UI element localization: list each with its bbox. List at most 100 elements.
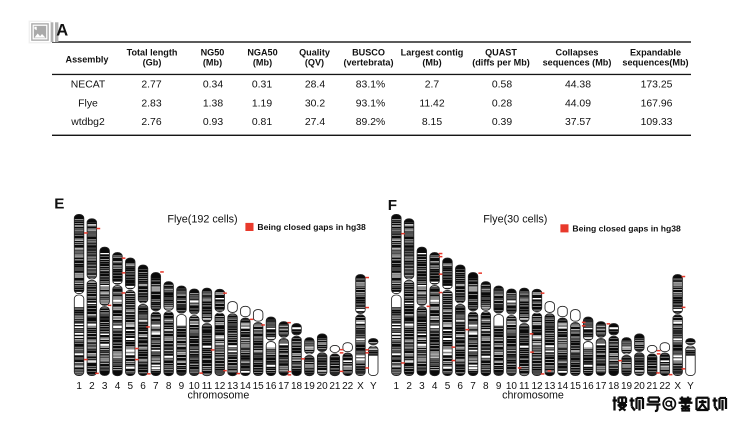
svg-text:2: 2: [406, 381, 412, 392]
svg-text:4: 4: [432, 381, 438, 392]
svg-text:6: 6: [140, 381, 146, 392]
svg-text:wtdbg2: wtdbg2: [70, 117, 105, 128]
svg-text:Assembly: Assembly: [66, 54, 110, 64]
svg-text:(diffs per Mb): (diffs per Mb): [472, 58, 530, 68]
svg-text:13: 13: [544, 381, 556, 392]
svg-text:44.09: 44.09: [565, 98, 591, 109]
svg-text:21: 21: [647, 381, 659, 392]
svg-text:Quality: Quality: [299, 47, 331, 57]
svg-text:2: 2: [89, 381, 95, 392]
svg-text:2.83: 2.83: [141, 98, 161, 109]
svg-text:0.28: 0.28: [492, 98, 512, 109]
svg-text:14: 14: [557, 381, 569, 392]
svg-text:19: 19: [621, 381, 633, 392]
svg-text:16: 16: [265, 381, 277, 392]
svg-text:109.33: 109.33: [641, 117, 673, 128]
svg-text:Flye: Flye: [78, 98, 98, 109]
svg-text:0.31: 0.31: [252, 80, 272, 91]
svg-text:10: 10: [189, 381, 201, 392]
svg-text:Y: Y: [370, 381, 377, 392]
svg-text:22: 22: [342, 381, 354, 392]
svg-text:11.42: 11.42: [419, 98, 444, 109]
svg-text:93.1%: 93.1%: [356, 98, 385, 109]
svg-text:14: 14: [240, 381, 252, 392]
svg-text:Total length: Total length: [127, 47, 178, 57]
svg-text:2.77: 2.77: [141, 80, 161, 91]
svg-text:0.93: 0.93: [203, 117, 223, 128]
svg-text:3: 3: [419, 381, 425, 392]
svg-text:(Gb): (Gb): [143, 58, 162, 68]
svg-text:Collapses: Collapses: [556, 47, 599, 57]
svg-text:22: 22: [659, 381, 671, 392]
svg-text:27.4: 27.4: [305, 117, 325, 128]
svg-text:13: 13: [227, 381, 239, 392]
svg-text:(Mb): (Mb): [253, 58, 272, 68]
svg-text:chromosome: chromosome: [188, 390, 250, 402]
svg-text:19: 19: [304, 381, 316, 392]
svg-text:7: 7: [153, 381, 159, 392]
svg-text:2.7: 2.7: [425, 80, 440, 91]
svg-text:5: 5: [445, 381, 451, 392]
svg-text:0.39: 0.39: [492, 117, 512, 128]
svg-text:89.2%: 89.2%: [356, 117, 385, 128]
svg-text:4: 4: [115, 381, 121, 392]
svg-text:Flye(192 cells): Flye(192 cells): [167, 214, 237, 226]
svg-text:0.81: 0.81: [252, 117, 272, 128]
svg-text:1.19: 1.19: [252, 98, 272, 109]
svg-text:NECAT: NECAT: [71, 80, 106, 91]
svg-text:28.4: 28.4: [305, 80, 325, 91]
svg-text:20: 20: [634, 381, 646, 392]
svg-text:8: 8: [483, 381, 489, 392]
svg-text:167.96: 167.96: [641, 98, 673, 109]
svg-text:6: 6: [457, 381, 463, 392]
svg-text:sequences(Mb): sequences(Mb): [622, 58, 688, 68]
svg-text:17: 17: [278, 381, 290, 392]
svg-text:12: 12: [531, 381, 543, 392]
svg-text:X: X: [357, 381, 364, 392]
svg-text:QUAST: QUAST: [485, 47, 517, 57]
svg-text:0.34: 0.34: [203, 80, 223, 91]
svg-text:1: 1: [394, 381, 400, 392]
svg-text:0.58: 0.58: [492, 80, 512, 91]
svg-text:37.57: 37.57: [565, 117, 591, 128]
svg-text:1.38: 1.38: [203, 98, 223, 109]
svg-text:X: X: [674, 381, 681, 392]
svg-text:15: 15: [570, 381, 582, 392]
svg-text:17: 17: [595, 381, 607, 392]
svg-text:18: 18: [608, 381, 620, 392]
svg-text:Expandable: Expandable: [630, 47, 681, 57]
svg-text:NGA50: NGA50: [247, 47, 277, 57]
svg-text:44.38: 44.38: [565, 80, 591, 91]
svg-text:chromosome: chromosome: [502, 390, 564, 402]
svg-text:15: 15: [253, 381, 265, 392]
svg-text:A: A: [56, 21, 68, 39]
svg-text:11: 11: [202, 381, 213, 392]
svg-text:21: 21: [329, 381, 341, 392]
svg-text:83.1%: 83.1%: [356, 80, 385, 91]
svg-text:8.15: 8.15: [422, 117, 442, 128]
svg-text:16: 16: [583, 381, 595, 392]
svg-text:sequences (Mb): sequences (Mb): [543, 58, 612, 68]
svg-text:(Mb): (Mb): [422, 58, 441, 68]
svg-text:9: 9: [179, 381, 185, 392]
svg-text:12: 12: [214, 381, 226, 392]
svg-text:(QV): (QV): [305, 58, 324, 68]
svg-text:3: 3: [102, 381, 108, 392]
svg-text:7: 7: [470, 381, 476, 392]
svg-text:BUSCO: BUSCO: [352, 47, 385, 57]
svg-text:E: E: [54, 195, 64, 212]
svg-text:173.25: 173.25: [641, 80, 673, 91]
svg-text:Being closed gaps in hg38: Being closed gaps in hg38: [257, 222, 366, 232]
svg-text:1: 1: [76, 381, 82, 392]
svg-text:2.76: 2.76: [141, 117, 161, 128]
svg-text:8: 8: [166, 381, 172, 392]
svg-text:(Mb): (Mb): [203, 58, 222, 68]
svg-text:(vertebrata): (vertebrata): [343, 58, 393, 68]
svg-text:30.2: 30.2: [305, 98, 325, 109]
svg-text:9: 9: [496, 381, 502, 392]
svg-text:Largest contig: Largest contig: [401, 47, 464, 57]
svg-text:Flye(30 cells): Flye(30 cells): [483, 214, 547, 226]
svg-text:10: 10: [506, 381, 518, 392]
svg-text:NG50: NG50: [201, 47, 225, 57]
svg-text:5: 5: [128, 381, 134, 392]
